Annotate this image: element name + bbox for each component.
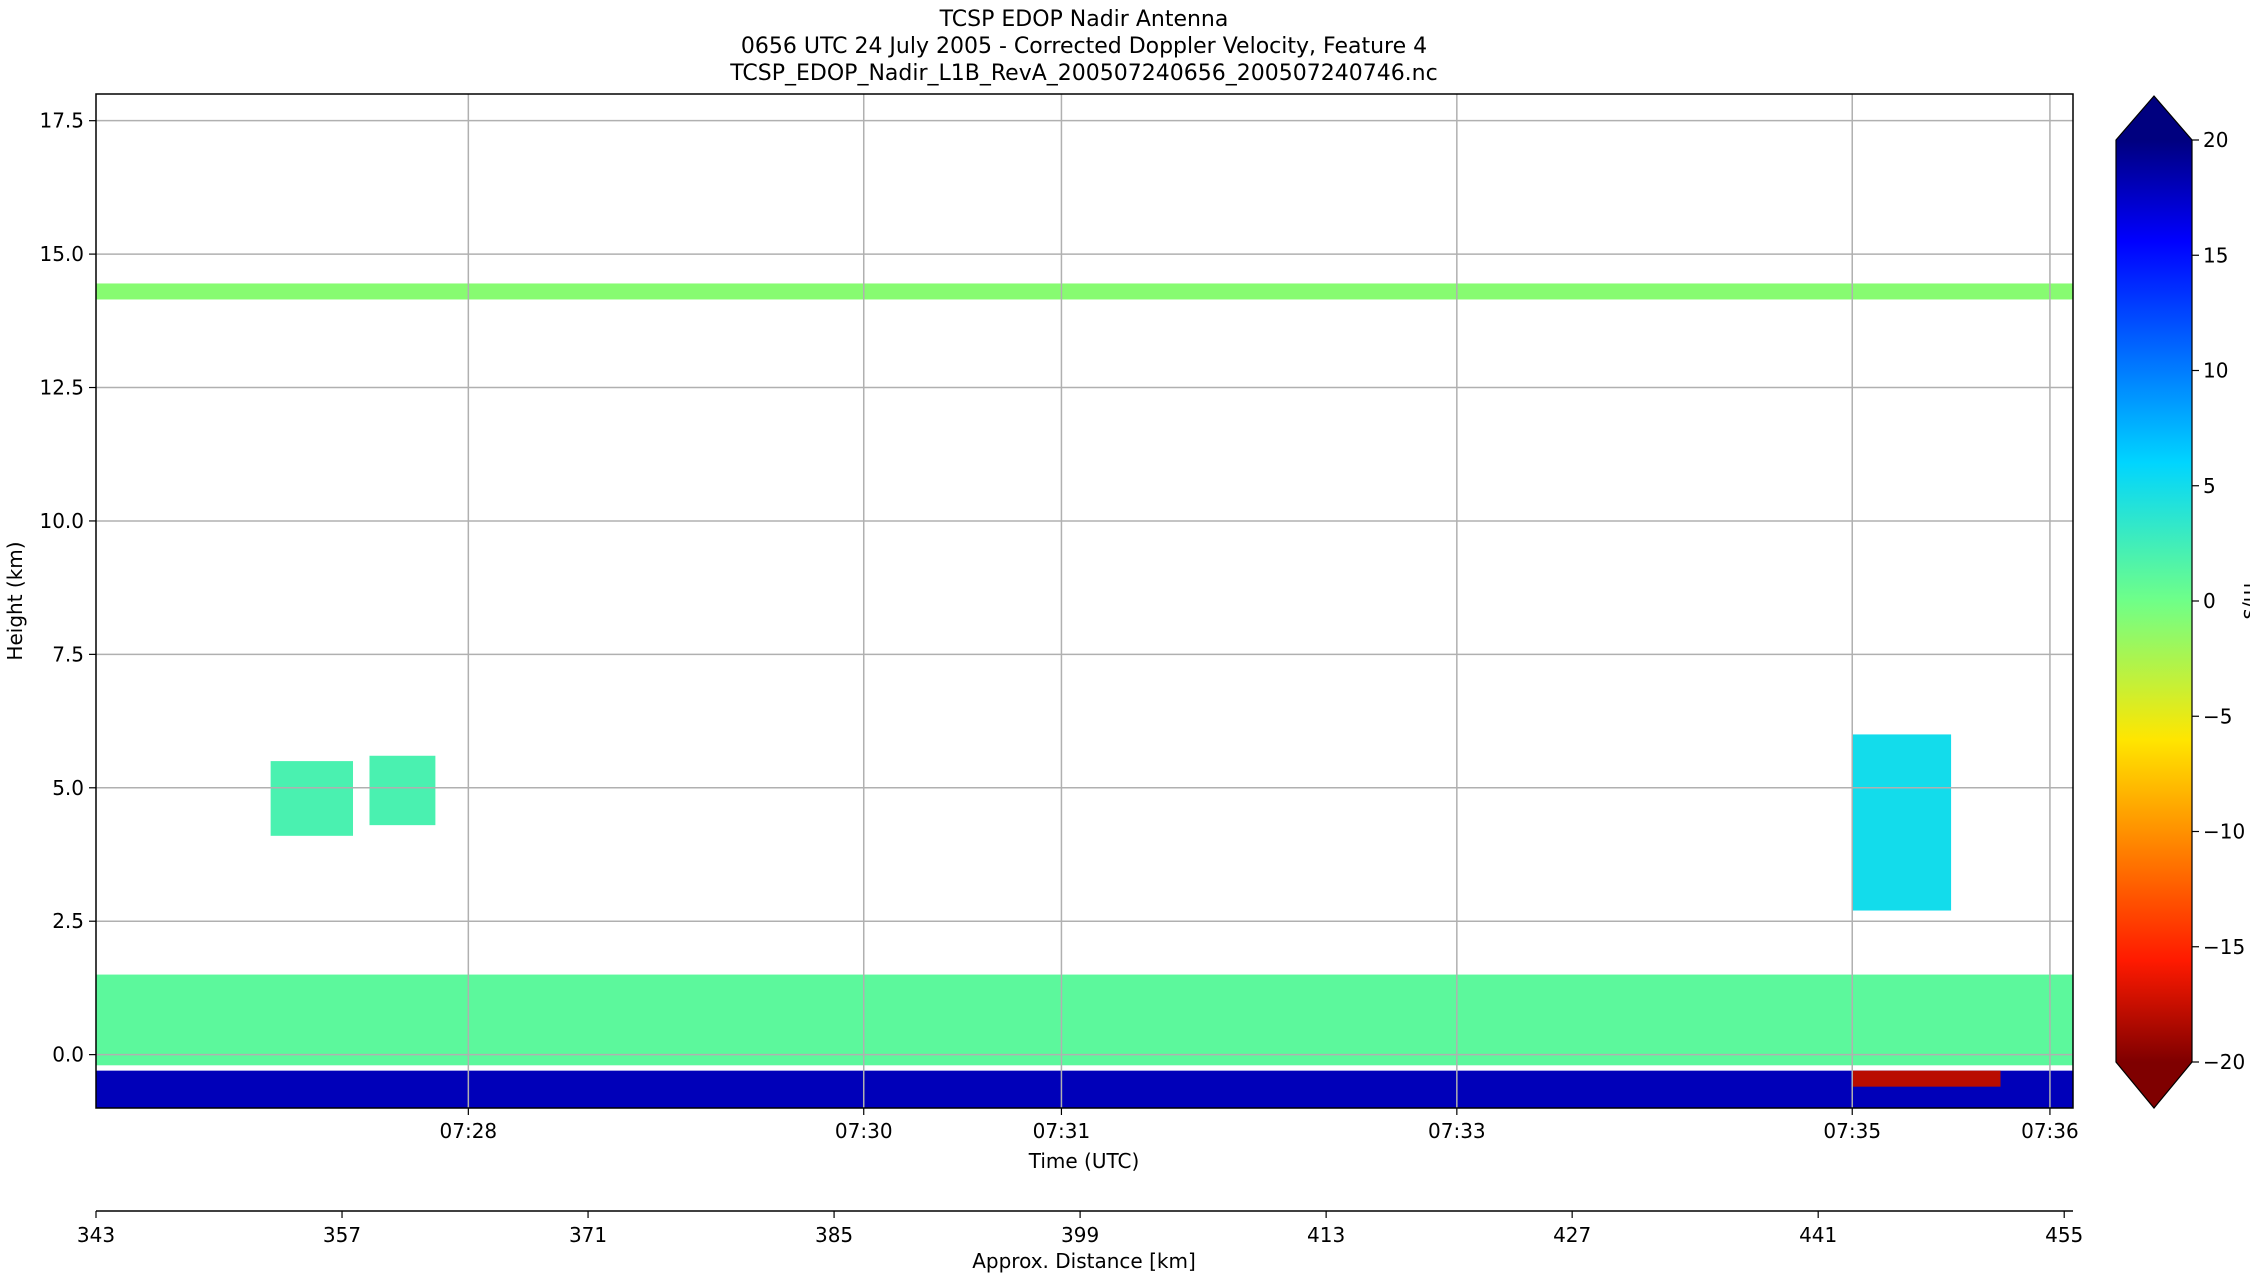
x-tick-label: 07:28	[440, 1119, 498, 1143]
x-tick-label: 07:30	[835, 1119, 893, 1143]
colorbar-gradient	[2116, 140, 2192, 1062]
y-tick-label: 15.0	[39, 242, 84, 266]
velocity-feature	[369, 755, 436, 826]
distance-tick-label: 427	[1553, 1223, 1591, 1247]
colorbar-tick-label: 15	[2203, 243, 2228, 267]
plot-background	[96, 94, 2073, 1108]
x-tick-label: 07:36	[2021, 1119, 2079, 1143]
y-tick-label: 0.0	[52, 1043, 84, 1067]
y-tick-label: 5.0	[52, 776, 84, 800]
distance-tick-label: 455	[2045, 1223, 2083, 1247]
distance-tick-label: 441	[1799, 1223, 1837, 1247]
y-tick-label: 2.5	[52, 909, 84, 933]
y-axis-ticks: 0.0 2.5 5.0 7.5 10.0 12.5 15.0 17.5	[39, 109, 96, 1067]
velocity-feature	[1852, 1070, 2001, 1087]
x-tick-label: 07:33	[1428, 1119, 1486, 1143]
plot-area: 07:28 07:30 07:31 07:33 07:35 07:36 0.0 2.5 5.0…	[39, 93, 2079, 1143]
colorbar-tick-label: 20	[2203, 128, 2228, 152]
distance-tick-label: 385	[815, 1223, 853, 1247]
chart-title: TCSP EDOP Nadir Antenna 0656 UTC 24 July…	[729, 7, 1437, 86]
colorbar-tick-label: −5	[2203, 704, 2232, 728]
colorbar-tick-label: 0	[2203, 589, 2216, 613]
distance-tick-label: 357	[323, 1223, 361, 1247]
colorbar-tick-label: 10	[2203, 359, 2228, 383]
y-tick-label: 10.0	[39, 509, 84, 533]
colorbar-extend-top	[2116, 96, 2192, 140]
colorbar-tick-label: −10	[2203, 820, 2245, 844]
velocity-feature	[96, 974, 2073, 1066]
grid	[96, 94, 2073, 1108]
title-line-1: TCSP EDOP Nadir Antenna	[939, 7, 1229, 32]
distance-tick-label: 399	[1061, 1223, 1099, 1247]
y-tick-label: 17.5	[39, 109, 84, 133]
distance-axis-label: Approx. Distance [km]	[972, 1249, 1196, 1273]
colorbar-tick-label: 5	[2203, 474, 2216, 498]
plot-frame	[95, 93, 2074, 1109]
colorbar-label: m/s	[2239, 583, 2250, 620]
velocity-feature	[270, 761, 354, 836]
distance-tick-label: 371	[569, 1223, 607, 1247]
colorbar-tick-label: −20	[2203, 1050, 2245, 1074]
distance-tick-label: 413	[1307, 1223, 1345, 1247]
distance-axis-ticks: 343 357 371 385 399 413 427 441 455	[77, 1211, 2083, 1247]
y-tick-label: 7.5	[52, 642, 84, 666]
velocity-field	[96, 283, 2073, 1108]
velocity-feature	[96, 283, 2073, 300]
colorbar-tick-label: −15	[2203, 935, 2245, 959]
colorbar-extend-bottom	[2116, 1062, 2192, 1108]
distance-tick-label: 343	[77, 1223, 115, 1247]
x-tick-label: 07:35	[1823, 1119, 1881, 1143]
colorbar: 20 15 10 5 0 −5 −10 −15 −20 m/s	[2115, 95, 2250, 1109]
velocity-feature	[96, 1070, 2073, 1108]
y-axis-label: Height (km)	[3, 541, 27, 660]
x-axis-ticks: 07:28 07:30 07:31 07:33 07:35 07:36	[440, 1108, 2079, 1143]
colorbar-ticks: 20 15 10 5 0 −5 −10 −15 −20	[2192, 128, 2245, 1074]
y-tick-label: 12.5	[39, 376, 84, 400]
x-tick-label: 07:31	[1033, 1119, 1091, 1143]
title-line-3: TCSP_EDOP_Nadir_L1B_RevA_200507240656_20…	[729, 61, 1437, 86]
distance-axis: 343 357 371 385 399 413 427 441 455 Approx. Dist…	[77, 1210, 2083, 1273]
x-axis-label: Time (UTC)	[1028, 1149, 1140, 1173]
velocity-feature	[1852, 734, 1952, 911]
title-line-2: 0656 UTC 24 July 2005 - Corrected Dopple…	[741, 34, 1427, 59]
